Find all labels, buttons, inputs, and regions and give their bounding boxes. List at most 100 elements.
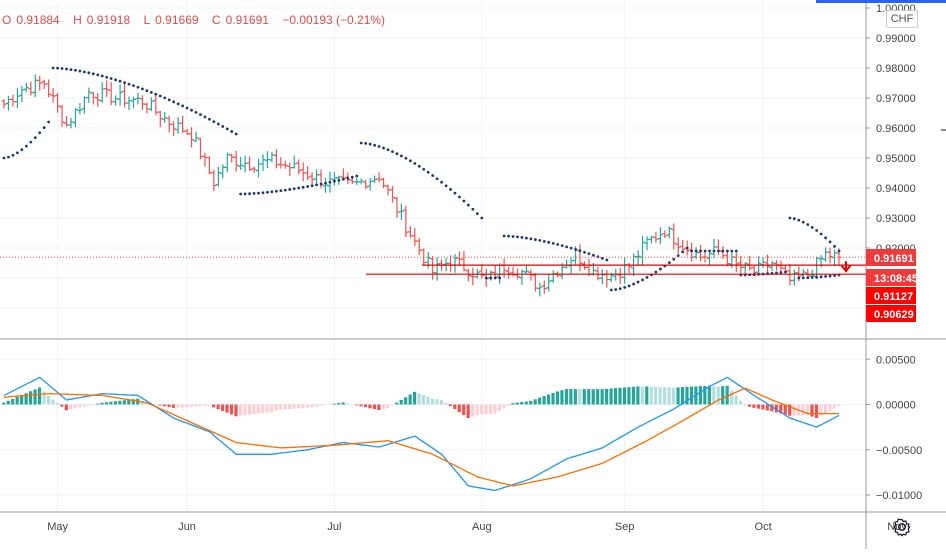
sar-dot [199,113,202,117]
sar-dot [453,191,457,195]
sar-dot [114,78,118,82]
sar-dot [837,249,841,253]
histogram-bar [430,398,435,405]
sar-dot [498,276,502,280]
histogram-bar [546,394,551,405]
sar-dot [24,144,28,148]
ohlc-open: O 0.91884 [2,13,60,27]
sar-dot [328,180,332,184]
sar-dot [38,131,42,135]
sar-dot [248,192,251,196]
histogram-bar [73,404,77,409]
settings-gear-icon[interactable] [892,517,912,537]
ohlc-bar [662,230,668,239]
histogram-bar [28,391,33,405]
sar-dot [118,79,122,83]
histogram-bar [560,390,564,405]
sar-dot [730,249,734,253]
sar-dot [623,285,627,289]
sar-dot [417,164,421,168]
ohlc-bar [202,152,208,167]
time-axis[interactable]: May Jun Jul Aug Sep Oct Nov [47,521,907,533]
histogram-bar [832,404,836,409]
histogram-bar [399,399,403,405]
sar-dot [502,234,506,238]
time-label: Jul [327,521,341,533]
histogram-bar [828,404,832,412]
histogram-bar [654,386,658,405]
ohlc-bar [546,274,552,292]
histogram-bar [314,404,318,407]
sar-dot [779,271,783,274]
histogram-bar [453,404,457,410]
histogram-bar [466,404,470,419]
sar-dot [609,288,613,292]
histogram-bar [131,399,135,405]
histogram-bar [707,385,711,405]
ohlc-bar [586,258,592,277]
sar-dot [132,84,135,88]
ohlc-bar [233,150,239,172]
sar-dot [784,270,787,274]
sar-dot [556,243,560,246]
histogram-bar [323,404,327,405]
histogram-bar [359,404,363,407]
ohlc-bar [456,251,462,266]
grid [0,0,866,512]
histogram-bar [538,397,542,405]
histogram-bar [703,385,707,405]
price-tag-label: 0.91127 [874,291,913,303]
sar-dot [583,250,586,254]
ohlc-bar [385,184,391,196]
sar-dot [274,189,278,193]
sar-dot [221,125,225,128]
sar-dot [708,249,711,253]
histogram-bar [413,391,417,405]
ohlc-bar [206,156,212,175]
ohlc-bar [416,238,422,256]
macd-axis[interactable]: 0.00500 0.00000 −0.00500 −0.01000 [866,354,922,502]
histogram-bar [51,399,55,405]
ohlc-bar [28,81,34,96]
histogram-bar [270,404,274,412]
ohlc-bar [715,239,721,255]
sar-dot [208,117,211,121]
price-tag: 0.91691 [866,249,916,266]
currency-label[interactable]: CHF [886,10,918,28]
ohlc-bar [46,79,52,98]
ohlc-bar [10,94,16,107]
histogram-bar [520,402,524,405]
histogram-bar [328,404,332,405]
histogram-bar [127,399,131,405]
time-label: Aug [472,521,492,533]
sar-dot [355,174,359,178]
price-series[interactable] [1,74,842,297]
histogram-bar [305,404,310,408]
macd-tick-label: 0.00000 [876,400,916,412]
sar-dot [408,159,412,163]
ohlc-bar [564,259,570,269]
ohlc-bar [358,178,364,185]
ohlc-bar [604,269,610,288]
sar-dot [797,218,801,222]
ohlc-bar [640,235,646,266]
sar-dot [395,152,399,156]
ohlc-bar [403,205,409,238]
sar-dot [703,249,707,253]
histogram-bar [292,404,296,409]
histogram-bar [426,396,430,405]
sar-dot [15,151,19,155]
ohlc-bar [175,117,181,134]
ohlc-bar [220,164,226,179]
ohlc-bar [412,228,418,247]
sar-dot [815,229,819,232]
histogram-bar [805,404,810,416]
histogram-bar [649,386,653,405]
horizontal-lines[interactable] [366,264,866,275]
histogram-bar [408,394,412,405]
ohlc-bar [269,151,275,163]
price-axis[interactable]: 1.000000.990000.980000.970000.960000.950… [866,3,916,255]
histogram-bar [555,391,560,405]
ohlc-bar [322,177,328,193]
